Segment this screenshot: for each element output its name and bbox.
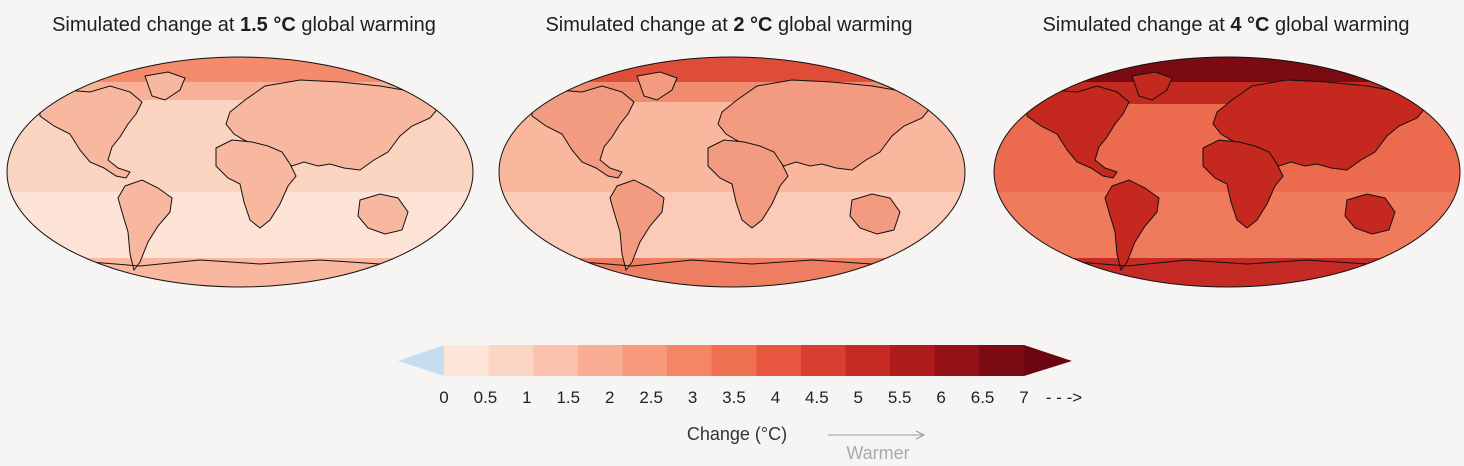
colorbar-more-arrow: - - -> — [1046, 388, 1082, 407]
colorbar-tick-label: 1 — [522, 388, 531, 407]
colorbar-tick-label: 6 — [936, 388, 945, 407]
map-2 — [498, 56, 966, 288]
colorbar-tick-labels: 0 0.5 1 1.5 2 2.5 3 3.5 4 4.5 5 5.5 6 6.5 7 — [439, 388, 1028, 407]
colorbar-tick-label: 2.5 — [639, 388, 663, 407]
panel-title-4: Simulated change at 4 °C global warming — [1042, 14, 1410, 36]
colorbar-tick-label: 6.5 — [971, 388, 995, 407]
colorbar-segment — [622, 345, 668, 376]
panel-title-2: Simulated change at 2 °C global warming — [545, 14, 913, 36]
colorbar-segment — [667, 345, 713, 376]
colorbar-segment — [934, 345, 980, 376]
colorbar-below-triangle — [398, 345, 444, 376]
colorbar-tick-label: 3.5 — [722, 388, 746, 407]
colorbar-tick-label: 4.5 — [805, 388, 829, 407]
warming-maps — [6, 56, 1461, 288]
colorbar-caption: Change (°C) — [687, 424, 787, 444]
warmer-label: Warmer — [846, 443, 909, 463]
map-1-5 — [6, 56, 474, 288]
colorbar-segment — [533, 345, 579, 376]
colorbar-segment — [488, 345, 534, 376]
colorbar-tick-label: 1.5 — [556, 388, 580, 407]
colorbar-tick-label: 0 — [439, 388, 448, 407]
colorbar-tick-label: 7 — [1019, 388, 1028, 407]
colorbar-segment — [890, 345, 936, 376]
colorbar-segment — [577, 345, 623, 376]
colorbar-segment — [800, 345, 847, 376]
colorbar-legend: 0 0.5 1 1.5 2 2.5 3 3.5 4 4.5 5 5.5 6 6.5 7 - - -> Cha… — [398, 345, 1082, 463]
colorbar-segments — [444, 345, 1025, 376]
colorbar-above-triangle — [1024, 345, 1072, 376]
colorbar-segment — [444, 345, 490, 376]
colorbar-tick-label: 5.5 — [888, 388, 912, 407]
colorbar-segment — [711, 345, 757, 376]
colorbar-tick-label: 3 — [688, 388, 697, 407]
colorbar-tick-label: 0.5 — [474, 388, 498, 407]
warmer-arrow-head — [915, 430, 926, 440]
colorbar-tick-label: 2 — [605, 388, 614, 407]
colorbar-segment — [979, 345, 1025, 376]
colorbar-tick-label: 5 — [854, 388, 863, 407]
map-4 — [993, 56, 1461, 288]
colorbar-tick-label: 4 — [771, 388, 780, 407]
colorbar-segment — [845, 345, 891, 376]
colorbar-segment — [756, 345, 802, 376]
panel-title-1-5: Simulated change at 1.5 °C global warmin… — [52, 14, 436, 36]
